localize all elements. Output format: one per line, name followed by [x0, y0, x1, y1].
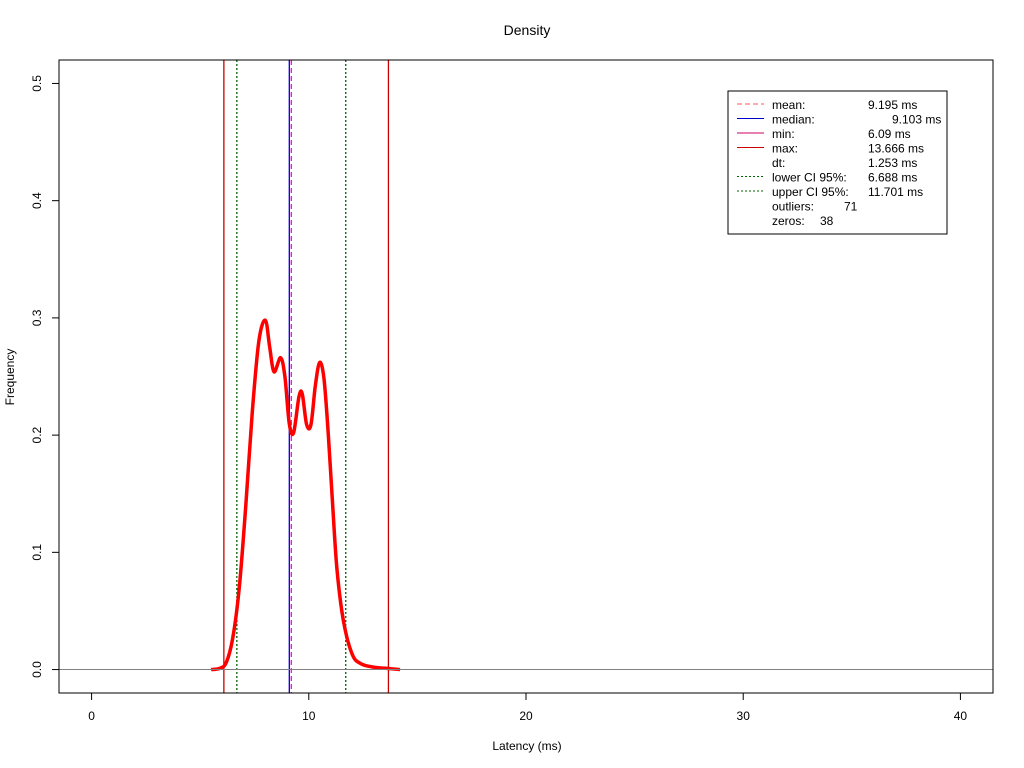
y-axis-label: Frequency — [3, 349, 17, 406]
x-axis-label: Latency (ms) — [492, 739, 561, 753]
y-tick-label: 0.3 — [30, 309, 44, 326]
legend-label: upper CI 95%: — [772, 185, 849, 199]
density-curve-layer — [210, 318, 401, 672]
legend-label: outliers: — [772, 200, 814, 214]
legend-value: 11.701 ms — [868, 185, 923, 199]
legend-value: 38 — [820, 214, 834, 228]
density-curve — [210, 318, 401, 672]
y-tick-label: 0.2 — [30, 426, 44, 443]
y-tick-label: 0.0 — [30, 661, 44, 678]
legend-label: zeros: — [772, 214, 805, 228]
legend-value: 13.666 ms — [868, 142, 924, 156]
y-tick-label: 0.4 — [30, 192, 44, 209]
legend-label: median: — [772, 113, 815, 127]
legend-value: 9.195 ms — [868, 98, 917, 112]
chart-title: Density — [504, 22, 551, 38]
legend-value: 6.09 ms — [868, 127, 911, 141]
y-tick-label: 0.5 — [30, 75, 44, 92]
x-tick-label: 40 — [954, 709, 968, 723]
x-tick-label: 10 — [302, 709, 316, 723]
legend-value: 9.103 ms — [892, 113, 941, 127]
legend-value: 6.688 ms — [868, 171, 917, 185]
legend-label: max: — [772, 142, 798, 156]
legend: mean: 9.195 ms median: 9.103 ms min: 6.09 ms m… — [727, 90, 948, 235]
reference-lines — [223, 60, 390, 693]
x-tick-label: 20 — [519, 709, 533, 723]
y-tick-label: 0.1 — [30, 544, 44, 561]
x-tick-label: 30 — [737, 709, 751, 723]
legend-label: min: — [772, 127, 795, 141]
legend-label: lower CI 95%: — [772, 171, 847, 185]
x-tick-label: 0 — [88, 709, 95, 723]
legend-value: 71 — [844, 200, 858, 214]
legend-value: 1.253 ms — [868, 156, 917, 170]
legend-box — [727, 90, 948, 235]
legend-label: mean: — [772, 98, 805, 112]
plot-frame — [58, 59, 994, 694]
legend-label: dt: — [772, 156, 785, 170]
